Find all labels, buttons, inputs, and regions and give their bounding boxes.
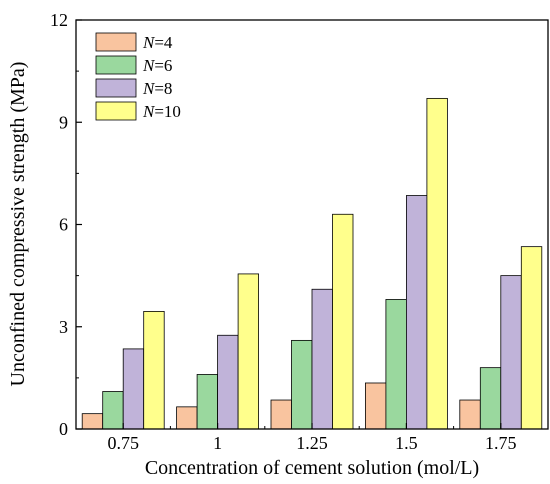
bars-layer [81,97,543,430]
legend-swatch-N10 [95,101,137,121]
x-tick-label: 1.75 [485,433,517,453]
y-tick-label: 12 [50,10,68,30]
bar-N8-1.5 [405,195,428,430]
x-tick-label: 1.25 [296,433,328,453]
x-axis: 0.75 1 1.25 1.5 1.75 [107,423,517,453]
legend-value: =6 [154,56,172,75]
legend-label-N4: N=4 [142,33,173,52]
y-tick-label: 3 [59,317,68,337]
bar-N6-1.75 [479,367,502,430]
bar-N10-0.75 [143,311,165,430]
y-tick-label: 9 [59,112,68,132]
bar-N10-1.25 [332,213,354,430]
legend-value: =10 [154,102,181,121]
legend: N=4N=6N=8N=10 [95,32,181,121]
bar-N10-1.75 [520,246,543,430]
legend-variable: N [142,79,156,98]
legend-variable: N [142,33,156,52]
y-tick-label: 0 [59,419,68,439]
legend-label-N6: N=6 [142,56,172,75]
bar-N6-1.5 [385,299,407,430]
bar-N8-1.75 [500,275,522,430]
bar-N4-1.25 [270,399,292,430]
y-axis-title: Unconfined compressive strength (MPa) [7,62,29,387]
bar-N6-1 [196,374,219,430]
legend-value: =4 [154,33,173,52]
y-axis: 0 3 6 9 12 [50,10,82,439]
x-tick-label: 0.75 [107,433,139,453]
legend-swatch-N8 [95,78,137,98]
bar-N10-1.5 [426,97,448,430]
bar-N8-1 [217,334,239,430]
bar-N6-1.25 [291,339,313,430]
legend-variable: N [142,56,156,75]
legend-swatch-N4 [95,32,137,52]
bar-N4-1 [176,406,198,430]
x-axis-title: Concentration of cement solution (mol/L) [145,457,479,479]
legend-variable: N [142,102,156,121]
bar-N10-1 [237,273,260,430]
bar-N8-0.75 [122,348,145,430]
bar-N4-0.75 [81,413,104,430]
bar-N4-1.5 [364,382,387,430]
x-tick-label: 1.5 [395,433,418,453]
bar-N8-1.25 [311,288,333,430]
legend-swatch-N6 [95,55,137,75]
legend-label-N8: N=8 [142,79,172,98]
legend-value: =8 [154,79,172,98]
x-tick-label: 1 [213,433,222,453]
bar-N6-0.75 [102,391,124,430]
legend-label-N10: N=10 [142,102,181,121]
y-tick-label: 6 [59,215,68,235]
bar-N4-1.75 [459,399,481,430]
